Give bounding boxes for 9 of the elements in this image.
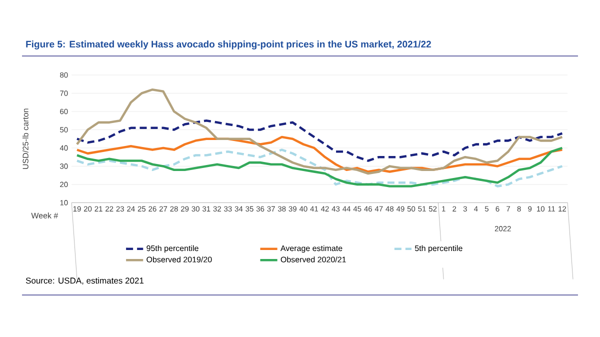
y-axis-title: USD/25-lb carton [22,108,28,169]
legend-label: Observed 2020/21 [280,256,346,262]
source-note: Source: USDA, estimates 2021 [26,277,144,285]
legend-label: 95th percentile [146,245,198,253]
legend-label: Observed 2019/20 [146,256,212,262]
chart-title: Figure 5: Estimated weekly Hass avocado shipping-point prices in the US market, 2021/22 [26,40,431,50]
legend-label: 5th percentile [414,245,462,253]
legend-label: Average estimate [280,245,342,253]
x-axis-title: Week # [31,212,58,218]
